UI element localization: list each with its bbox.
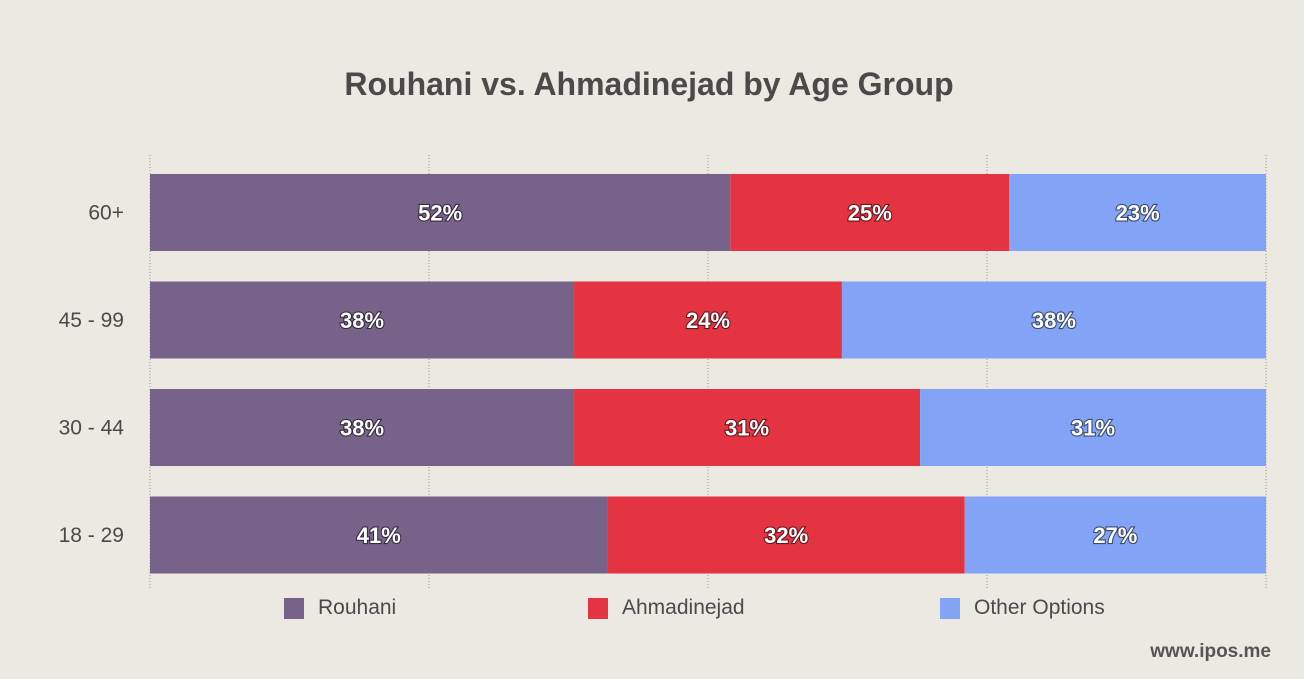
legend-label-rouhani: Rouhani	[318, 596, 397, 619]
legend-swatch-ahmadinejad	[588, 597, 608, 619]
source-watermark: www.ipos.me	[1150, 641, 1271, 662]
bar-rouhani-30-44[interactable]	[150, 389, 575, 466]
bar-rouhani-18-29[interactable]	[150, 496, 608, 574]
category-label-45-99: 45 - 99	[59, 309, 124, 332]
legend-swatch-other-options	[940, 597, 960, 619]
category-label-18-29: 18 - 29	[59, 524, 124, 547]
data-label-rouhani-45-99: 38%	[340, 308, 384, 333]
bar-other-options-30-44[interactable]	[920, 389, 1266, 466]
category-label-60: 60+	[88, 202, 124, 225]
bar-ahmadinejad-60[interactable]	[730, 174, 1010, 251]
data-label-other-options-30-44: 31%	[1071, 416, 1115, 441]
legend-swatch-rouhani	[284, 597, 304, 619]
data-label-rouhani-60: 52%	[418, 201, 462, 226]
data-label-ahmadinejad-18-29: 32%	[764, 523, 808, 548]
data-label-rouhani-18-29: 41%	[357, 523, 401, 548]
bar-rouhani-60[interactable]	[150, 174, 731, 251]
legend-label-ahmadinejad: Ahmadinejad	[622, 596, 745, 619]
legend: Rouhani Ahmadinejad Other Options	[0, 596, 1304, 622]
data-label-ahmadinejad-45-99: 24%	[686, 308, 730, 333]
data-label-other-options-60: 23%	[1116, 201, 1160, 226]
data-label-other-options-18-29: 27%	[1093, 523, 1137, 548]
bar-other-options-60[interactable]	[1009, 174, 1266, 251]
data-label-rouhani-30-44: 38%	[340, 416, 384, 441]
category-label-30-44: 30 - 44	[59, 417, 125, 440]
bar-ahmadinejad-30-44[interactable]	[574, 389, 921, 466]
legend-item-ahmadinejad[interactable]: Ahmadinejad	[588, 596, 745, 620]
data-label-other-options-45-99: 38%	[1032, 308, 1076, 333]
bar-ahmadinejad-18-29[interactable]	[607, 496, 965, 574]
legend-label-other-options: Other Options	[974, 596, 1105, 619]
legend-item-other-options[interactable]: Other Options	[940, 596, 1105, 620]
data-label-ahmadinejad-60: 25%	[848, 201, 892, 226]
legend-item-rouhani[interactable]: Rouhani	[284, 596, 396, 620]
data-label-ahmadinejad-30-44: 31%	[725, 416, 769, 441]
chart-title: Rouhani vs. Ahmadinejad by Age Group	[344, 66, 954, 102]
bar-other-options-18-29[interactable]	[964, 496, 1266, 574]
bar-other-options-45-99[interactable]	[841, 281, 1266, 359]
bar-rouhani-45-99[interactable]	[150, 281, 575, 359]
bar-ahmadinejad-45-99[interactable]	[574, 281, 842, 359]
